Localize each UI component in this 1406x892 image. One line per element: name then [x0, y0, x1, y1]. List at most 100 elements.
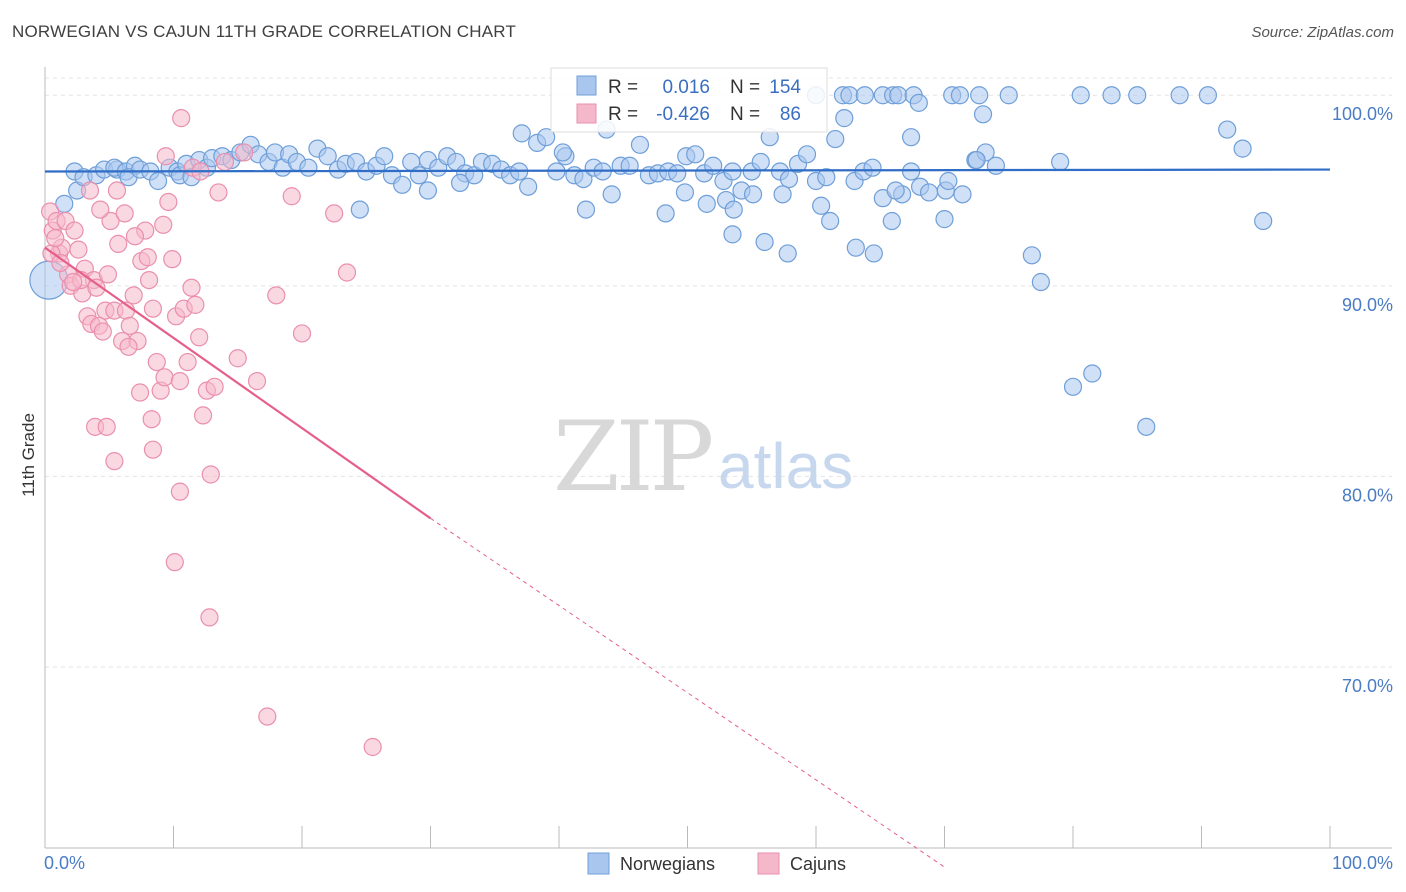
cajun-point-9 [65, 221, 84, 240]
cajun-point-68 [363, 737, 382, 757]
norwegian-point-110 [773, 185, 792, 204]
norwegian-point-85 [779, 169, 799, 189]
norwegian-point-140 [970, 86, 989, 105]
cajun-point-69 [228, 349, 247, 368]
norwegian-point-117 [919, 183, 939, 202]
stats-n-key-1: N = [730, 77, 760, 98]
norwegian-point-154 [1031, 272, 1050, 292]
norwegian-point-104 [675, 183, 695, 202]
norwegian-point-121 [553, 143, 572, 162]
cajun-point-31 [139, 270, 159, 290]
norwegian-point-155 [939, 171, 958, 191]
norwegian-point-41 [375, 147, 394, 166]
norwegian-point-133 [855, 86, 874, 105]
norwegian-point-157 [1233, 139, 1252, 158]
norwegian-point-108 [743, 185, 763, 204]
norwegian-point-136 [889, 86, 908, 105]
y-tick-label-2: 90.0% [1342, 295, 1393, 315]
norwegian-point-101 [418, 181, 438, 200]
legend-label-cajuns: Cajuns [790, 854, 846, 874]
norwegian-point-146 [1198, 86, 1218, 105]
cajun-point-16 [87, 278, 106, 297]
legend-swatch-norwegians [587, 852, 610, 875]
cajun-point-83 [64, 272, 83, 292]
cajun-point-72 [292, 324, 312, 343]
cajun-point-57 [172, 109, 191, 128]
cajun-point-35 [155, 368, 174, 387]
norwegian-point-150 [1051, 152, 1070, 172]
cajun-point-26 [120, 316, 139, 335]
y-tick-label-0: 70.0% [1342, 676, 1393, 696]
cajun-point-65 [165, 553, 184, 572]
norwegian-point-153 [1137, 417, 1156, 436]
norwegian-point-124 [723, 225, 742, 244]
stats-legend-box [550, 67, 828, 133]
norwegian-point-87 [797, 145, 817, 164]
cajun-point-10 [69, 240, 88, 259]
cajun-point-52 [107, 181, 127, 200]
norwegian-point-111 [812, 196, 831, 215]
cajun-point-85 [130, 383, 150, 402]
norwegian-point-123 [656, 204, 675, 223]
norwegian-point-129 [1022, 246, 1041, 265]
cajun-point-51 [91, 200, 110, 219]
watermark: ZIP atlas [553, 401, 853, 513]
cajun-point-75 [337, 263, 357, 282]
norwegian-point-57 [519, 177, 538, 196]
cajun-point-74 [325, 204, 344, 223]
stats-n-value-2: 86 [780, 104, 801, 125]
cajun-point-73 [282, 187, 301, 206]
stats-r-value-1: 0.016 [662, 77, 710, 98]
norwegian-point-35 [318, 147, 337, 166]
norwegian-point-114 [864, 244, 883, 263]
norwegian-point-120 [512, 124, 531, 143]
stats-r-key-1: R = [608, 77, 638, 98]
cajun-point-56 [154, 215, 173, 234]
cajun-point-36 [159, 192, 178, 212]
norwegian-point-91 [835, 109, 854, 128]
norwegian-point-125 [778, 244, 797, 263]
norwegian-point-109 [755, 232, 774, 252]
norwegian-point-16 [148, 171, 168, 191]
cajuns-trend-line [44, 246, 432, 520]
norwegian-point-59 [537, 128, 556, 147]
norwegian-point-90 [826, 129, 845, 149]
norwegian-point-132 [840, 86, 859, 105]
cajun-point-53 [115, 204, 134, 223]
norwegian-point-145 [1170, 86, 1189, 105]
cajun-point-64 [170, 482, 190, 501]
cajun-point-48 [205, 377, 224, 396]
cajun-point-37 [163, 250, 182, 269]
norwegian-point-33 [299, 158, 318, 177]
y-axis-label: 11th Grade [19, 413, 38, 497]
norwegian-point-112 [821, 211, 840, 231]
norwegian-point-89 [817, 168, 836, 187]
y-tick-label-1: 80.0% [1342, 485, 1393, 505]
norwegian-point-43 [393, 175, 412, 194]
series-legend: Norwegians Cajuns [587, 852, 846, 875]
cajun-point-44 [190, 328, 209, 347]
cajun-point-67 [258, 707, 277, 726]
cajun-point-79 [156, 147, 175, 166]
cajun-point-41 [178, 352, 197, 372]
watermark-zip: ZIP [553, 401, 712, 513]
norwegian-point-143 [1102, 86, 1121, 105]
norwegian-point-45 [409, 166, 429, 185]
norwegian-point-73 [668, 164, 687, 183]
stats-n-key-2: N = [730, 104, 760, 125]
norwegian-point-94 [863, 158, 882, 177]
cajun-point-33 [147, 352, 166, 372]
norwegians-trend-line [44, 168, 1331, 173]
y-tick-label-3: 100.0% [1332, 104, 1393, 124]
norwegian-point-158 [1254, 211, 1273, 231]
norwegian-point-77 [704, 156, 723, 175]
cajun-point-63 [97, 417, 116, 436]
cajun-point-39 [170, 372, 190, 391]
cajun-point-49 [209, 183, 228, 202]
cajun-point-20 [98, 265, 118, 284]
stats-r-value-2: -0.426 [656, 104, 710, 125]
stats-swatch-blue [576, 75, 597, 96]
stats-r-key-2: R = [608, 104, 638, 125]
norwegian-point-151 [1063, 377, 1083, 396]
norwegian-point-159 [967, 150, 986, 170]
